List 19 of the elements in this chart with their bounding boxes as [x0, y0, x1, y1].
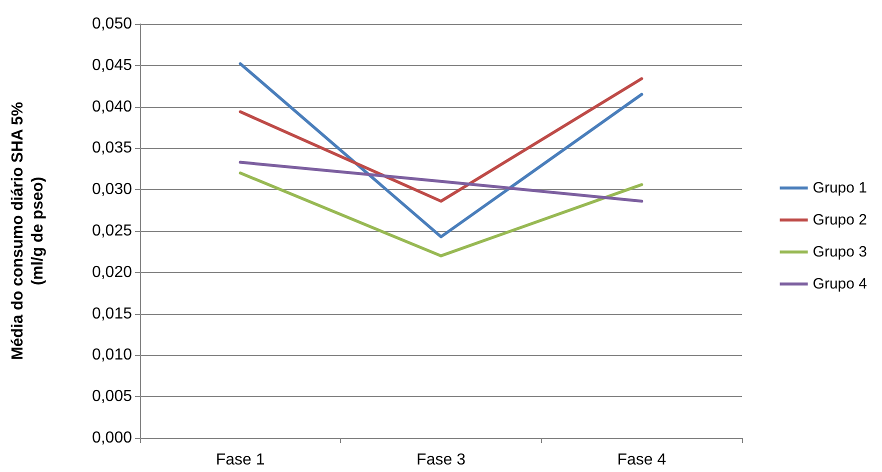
y-tick-label: 0,040 [92, 98, 132, 116]
y-tick-label: 0,020 [92, 264, 132, 281]
y-tick-label: 0,025 [92, 222, 132, 240]
y-tick-label: 0,015 [92, 305, 132, 322]
legend-label: Grupo 2 [812, 212, 868, 228]
x-tick-label: Fase 4 [617, 452, 666, 468]
legend-label: Grupo 3 [812, 244, 868, 260]
x-tick-label: Fase 3 [416, 452, 466, 468]
y-tick-label: 0,000 [92, 430, 132, 446]
y-axis-title: Média do consumo diário SHA 5% (ml/g de pseo) [10, 102, 46, 360]
y-tick-label: 0,005 [92, 388, 132, 406]
y-tick-label: 0,030 [92, 181, 132, 198]
x-tick-label: Fase 1 [216, 452, 265, 468]
y-tick-label: 0,050 [92, 16, 132, 32]
y-tick-label: 0,045 [92, 56, 132, 74]
y-tick-label: 0,035 [92, 140, 132, 157]
legend-label: Grupo 4 [812, 276, 868, 292]
y-tick-label: 0,010 [92, 346, 132, 364]
legend-label: Grupo 1 [812, 180, 868, 196]
